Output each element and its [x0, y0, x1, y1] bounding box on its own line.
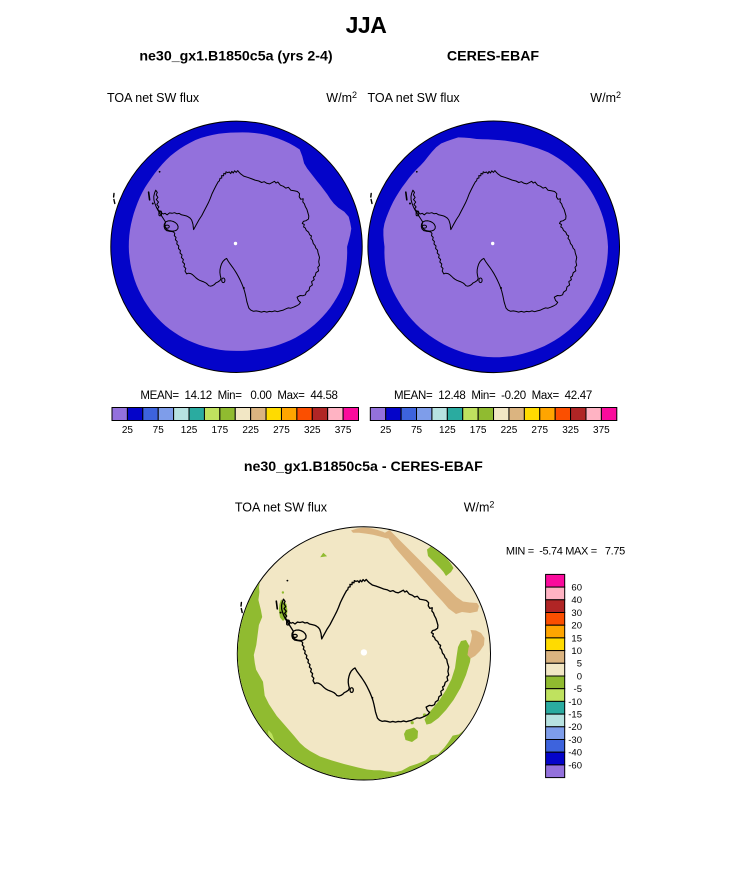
svg-text:JJA: JJA [346, 12, 387, 38]
svg-text:20: 20 [571, 621, 582, 632]
svg-text:125: 125 [181, 425, 198, 436]
svg-text:TOA net SW flux: TOA net SW flux [235, 501, 328, 515]
svg-text:15: 15 [571, 633, 582, 644]
svg-text:-15: -15 [568, 710, 582, 721]
svg-text:125: 125 [439, 425, 456, 436]
svg-text:10: 10 [571, 646, 582, 657]
svg-text:60: 60 [571, 583, 582, 594]
svg-text:75: 75 [153, 425, 165, 436]
svg-text:-20: -20 [568, 722, 582, 733]
svg-text:ne30_gx1.B1850c5a - CERES-EBAF: ne30_gx1.B1850c5a - CERES-EBAF [244, 459, 483, 475]
svg-text:225: 225 [242, 425, 259, 436]
svg-text:275: 275 [273, 425, 290, 436]
svg-text:-30: -30 [568, 735, 582, 746]
svg-text:ne30_gx1.B1850c5a (yrs 2-4): ne30_gx1.B1850c5a (yrs 2-4) [139, 48, 333, 64]
svg-text:-60: -60 [568, 760, 582, 771]
svg-text:MEAN= 12.48 Min= -0.20 Max: MEAN= 12.48 Min= -0.20 Max= 42.47 [394, 390, 592, 402]
svg-text:40: 40 [571, 595, 582, 606]
svg-text:-10: -10 [568, 697, 582, 708]
svg-text:325: 325 [562, 425, 579, 436]
svg-text:25: 25 [122, 425, 134, 436]
svg-text:TOA net SW flux: TOA net SW flux [368, 91, 461, 105]
svg-text:30: 30 [571, 608, 582, 619]
svg-text:-5: -5 [574, 684, 582, 695]
svg-text:275: 275 [531, 425, 548, 436]
svg-text:CERES-EBAF: CERES-EBAF [447, 48, 540, 64]
svg-text:375: 375 [335, 425, 352, 436]
svg-text:0: 0 [577, 671, 582, 682]
svg-text:-40: -40 [568, 748, 582, 759]
svg-text:25: 25 [380, 425, 392, 436]
svg-text:75: 75 [411, 425, 423, 436]
svg-text:375: 375 [593, 425, 610, 436]
svg-text:5: 5 [577, 659, 582, 670]
svg-text:MIN = -5.74 MAX = 7.75: MIN = -5.74 MAX = 7.75 [506, 545, 625, 557]
svg-text:175: 175 [212, 425, 229, 436]
svg-text:TOA net SW flux: TOA net SW flux [107, 91, 200, 105]
svg-text:325: 325 [304, 425, 321, 436]
svg-text:MEAN= 14.12 Min= 0.00 Max: MEAN= 14.12 Min= 0.00 Max= 44.58 [140, 390, 337, 402]
svg-text:175: 175 [470, 425, 487, 436]
svg-text:225: 225 [501, 425, 518, 436]
